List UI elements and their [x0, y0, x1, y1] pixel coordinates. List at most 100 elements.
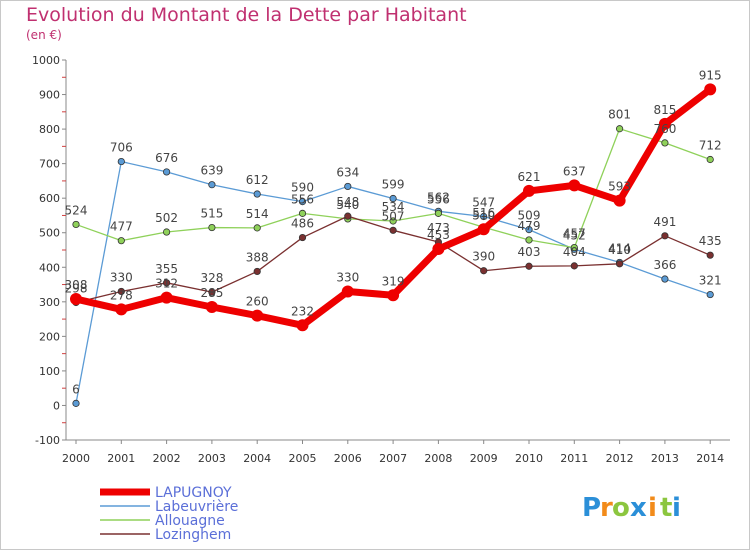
- data-point: [477, 223, 490, 236]
- data-label: 308: [65, 278, 88, 292]
- data-point: [704, 83, 717, 96]
- y-tick-label: 800: [39, 123, 60, 136]
- logo-letter: i: [672, 493, 681, 523]
- data-point: [298, 233, 307, 242]
- data-label: 547: [472, 195, 495, 209]
- data-point: [434, 209, 442, 217]
- data-label: 6: [72, 382, 80, 396]
- data-label: 390: [472, 250, 495, 264]
- data-point: [117, 237, 125, 245]
- chart-unit: (en €): [26, 28, 62, 42]
- data-point: [568, 179, 581, 192]
- data-label: 486: [291, 217, 314, 231]
- x-tick-label: 2007: [379, 452, 407, 465]
- x-tick-label: 2012: [606, 452, 634, 465]
- data-point: [72, 220, 80, 229]
- data-label: 477: [110, 220, 133, 234]
- data-point: [706, 290, 714, 299]
- x-tick-label: 2004: [243, 452, 271, 465]
- x-tick-label: 2014: [696, 452, 724, 465]
- data-label: 457: [563, 227, 586, 241]
- data-labels-layer: 6 706 676 639 612 590 634 599 562 547 509 452 414 366…: [65, 68, 722, 396]
- data-label: 260: [246, 295, 269, 309]
- data-point: [208, 223, 216, 232]
- data-point: [525, 226, 533, 234]
- data-point: [706, 251, 714, 259]
- data-label: 491: [653, 215, 676, 229]
- data-point: [253, 267, 261, 276]
- data-label: 330: [110, 270, 133, 284]
- data-label: 712: [699, 138, 722, 152]
- data-label: 321: [699, 274, 722, 288]
- data-point: [208, 288, 216, 296]
- data-label: 435: [699, 234, 722, 248]
- data-label: 801: [608, 108, 631, 122]
- data-label: 534: [382, 200, 405, 214]
- data-label: 634: [336, 165, 359, 179]
- data-point: [661, 275, 669, 283]
- x-tick-label: 2000: [62, 452, 90, 465]
- data-point: [296, 319, 309, 332]
- y-tick-label: 300: [39, 296, 60, 309]
- data-label: 328: [200, 271, 223, 285]
- legend-label: Lozinghem: [155, 527, 231, 543]
- data-label: 509: [518, 209, 541, 223]
- data-label: 590: [291, 181, 314, 195]
- data-label: 621: [518, 170, 541, 184]
- series-layer: [70, 83, 717, 407]
- data-point: [115, 303, 128, 316]
- data-label: 676: [155, 151, 178, 165]
- data-point: [160, 291, 173, 304]
- data-label: 562: [427, 190, 450, 204]
- x-tick-label: 2001: [107, 452, 135, 465]
- x-tick-label: 2009: [470, 452, 498, 465]
- data-point: [298, 198, 307, 206]
- legend-label: Allouagne: [155, 513, 225, 529]
- data-label: 760: [653, 122, 676, 136]
- data-point: [117, 157, 125, 166]
- x-tick-label: 2011: [560, 452, 588, 465]
- y-tick-label: 0: [53, 399, 60, 412]
- data-label: 706: [110, 141, 133, 155]
- data-point: [70, 293, 82, 306]
- data-label: 639: [200, 164, 223, 178]
- data-label: 556: [427, 192, 450, 206]
- data-point: [615, 260, 624, 268]
- data-point: [163, 228, 171, 236]
- data-label: 593: [608, 180, 631, 194]
- data-label: 410: [608, 243, 631, 257]
- data-point: [163, 168, 171, 176]
- data-label: 388: [246, 250, 269, 264]
- data-point: [205, 301, 218, 313]
- y-tick-label: 1000: [32, 54, 60, 67]
- data-point: [389, 194, 397, 203]
- data-label: 404: [563, 245, 586, 259]
- data-label: 330: [336, 270, 359, 284]
- data-point: [344, 212, 352, 220]
- data-label: 479: [518, 219, 541, 233]
- data-point: [525, 236, 533, 244]
- data-point: [613, 194, 626, 207]
- data-point: [253, 224, 261, 232]
- x-tick-label: 2002: [153, 452, 181, 465]
- data-point: [432, 242, 445, 255]
- data-point: [525, 262, 533, 270]
- y-tick-label: 200: [39, 330, 60, 343]
- data-point: [570, 262, 578, 270]
- y-tick-label: 900: [39, 89, 60, 102]
- data-label: 298: [65, 282, 88, 296]
- legend-label: Labeuvrière: [155, 499, 238, 515]
- data-point: [523, 184, 535, 197]
- y-tick-label: 100: [39, 365, 60, 378]
- data-label: 815: [653, 103, 676, 117]
- x-tick-label: 2013: [651, 452, 679, 465]
- data-label: 285: [200, 286, 223, 300]
- data-label: 403: [518, 245, 541, 259]
- logo-letter: x: [630, 493, 647, 523]
- logo-letter: r: [600, 493, 613, 523]
- logo-letter: o: [612, 493, 630, 523]
- data-label: 502: [155, 211, 178, 225]
- data-point: [208, 181, 216, 189]
- data-label: 515: [200, 207, 223, 221]
